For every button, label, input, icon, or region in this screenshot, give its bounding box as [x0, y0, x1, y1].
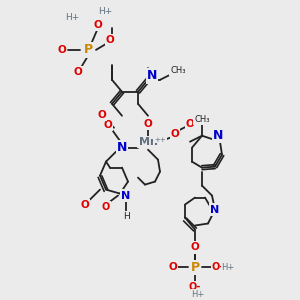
Text: P: P [83, 44, 93, 56]
Text: N: N [117, 141, 127, 154]
Text: O: O [102, 202, 110, 212]
Text: O: O [98, 110, 106, 120]
Text: O: O [171, 129, 179, 139]
Text: O: O [106, 35, 114, 45]
Text: O: O [81, 200, 89, 210]
Text: O: O [190, 242, 200, 253]
Text: N: N [147, 69, 157, 82]
Text: O-: O- [212, 262, 224, 272]
Text: CH₃: CH₃ [170, 66, 186, 75]
Text: O: O [144, 119, 152, 129]
Text: CH₃: CH₃ [194, 115, 210, 124]
Text: O: O [103, 120, 112, 130]
Text: N: N [122, 190, 130, 201]
Text: ++: ++ [154, 137, 166, 143]
Text: H+: H+ [195, 115, 208, 124]
Text: O: O [186, 119, 194, 129]
Text: H+: H+ [191, 290, 205, 299]
Text: H+: H+ [98, 8, 112, 16]
Text: N: N [213, 129, 223, 142]
Text: H+: H+ [65, 14, 79, 22]
Text: O-: O- [189, 282, 201, 292]
Text: O: O [94, 20, 102, 30]
Text: Mn: Mn [139, 137, 158, 147]
Text: O: O [74, 67, 82, 77]
Text: H: H [123, 212, 129, 221]
Text: H+: H+ [221, 263, 235, 272]
Text: N: N [210, 205, 220, 214]
Text: O: O [58, 45, 66, 55]
Text: O: O [169, 262, 177, 272]
Text: P: P [190, 261, 200, 274]
